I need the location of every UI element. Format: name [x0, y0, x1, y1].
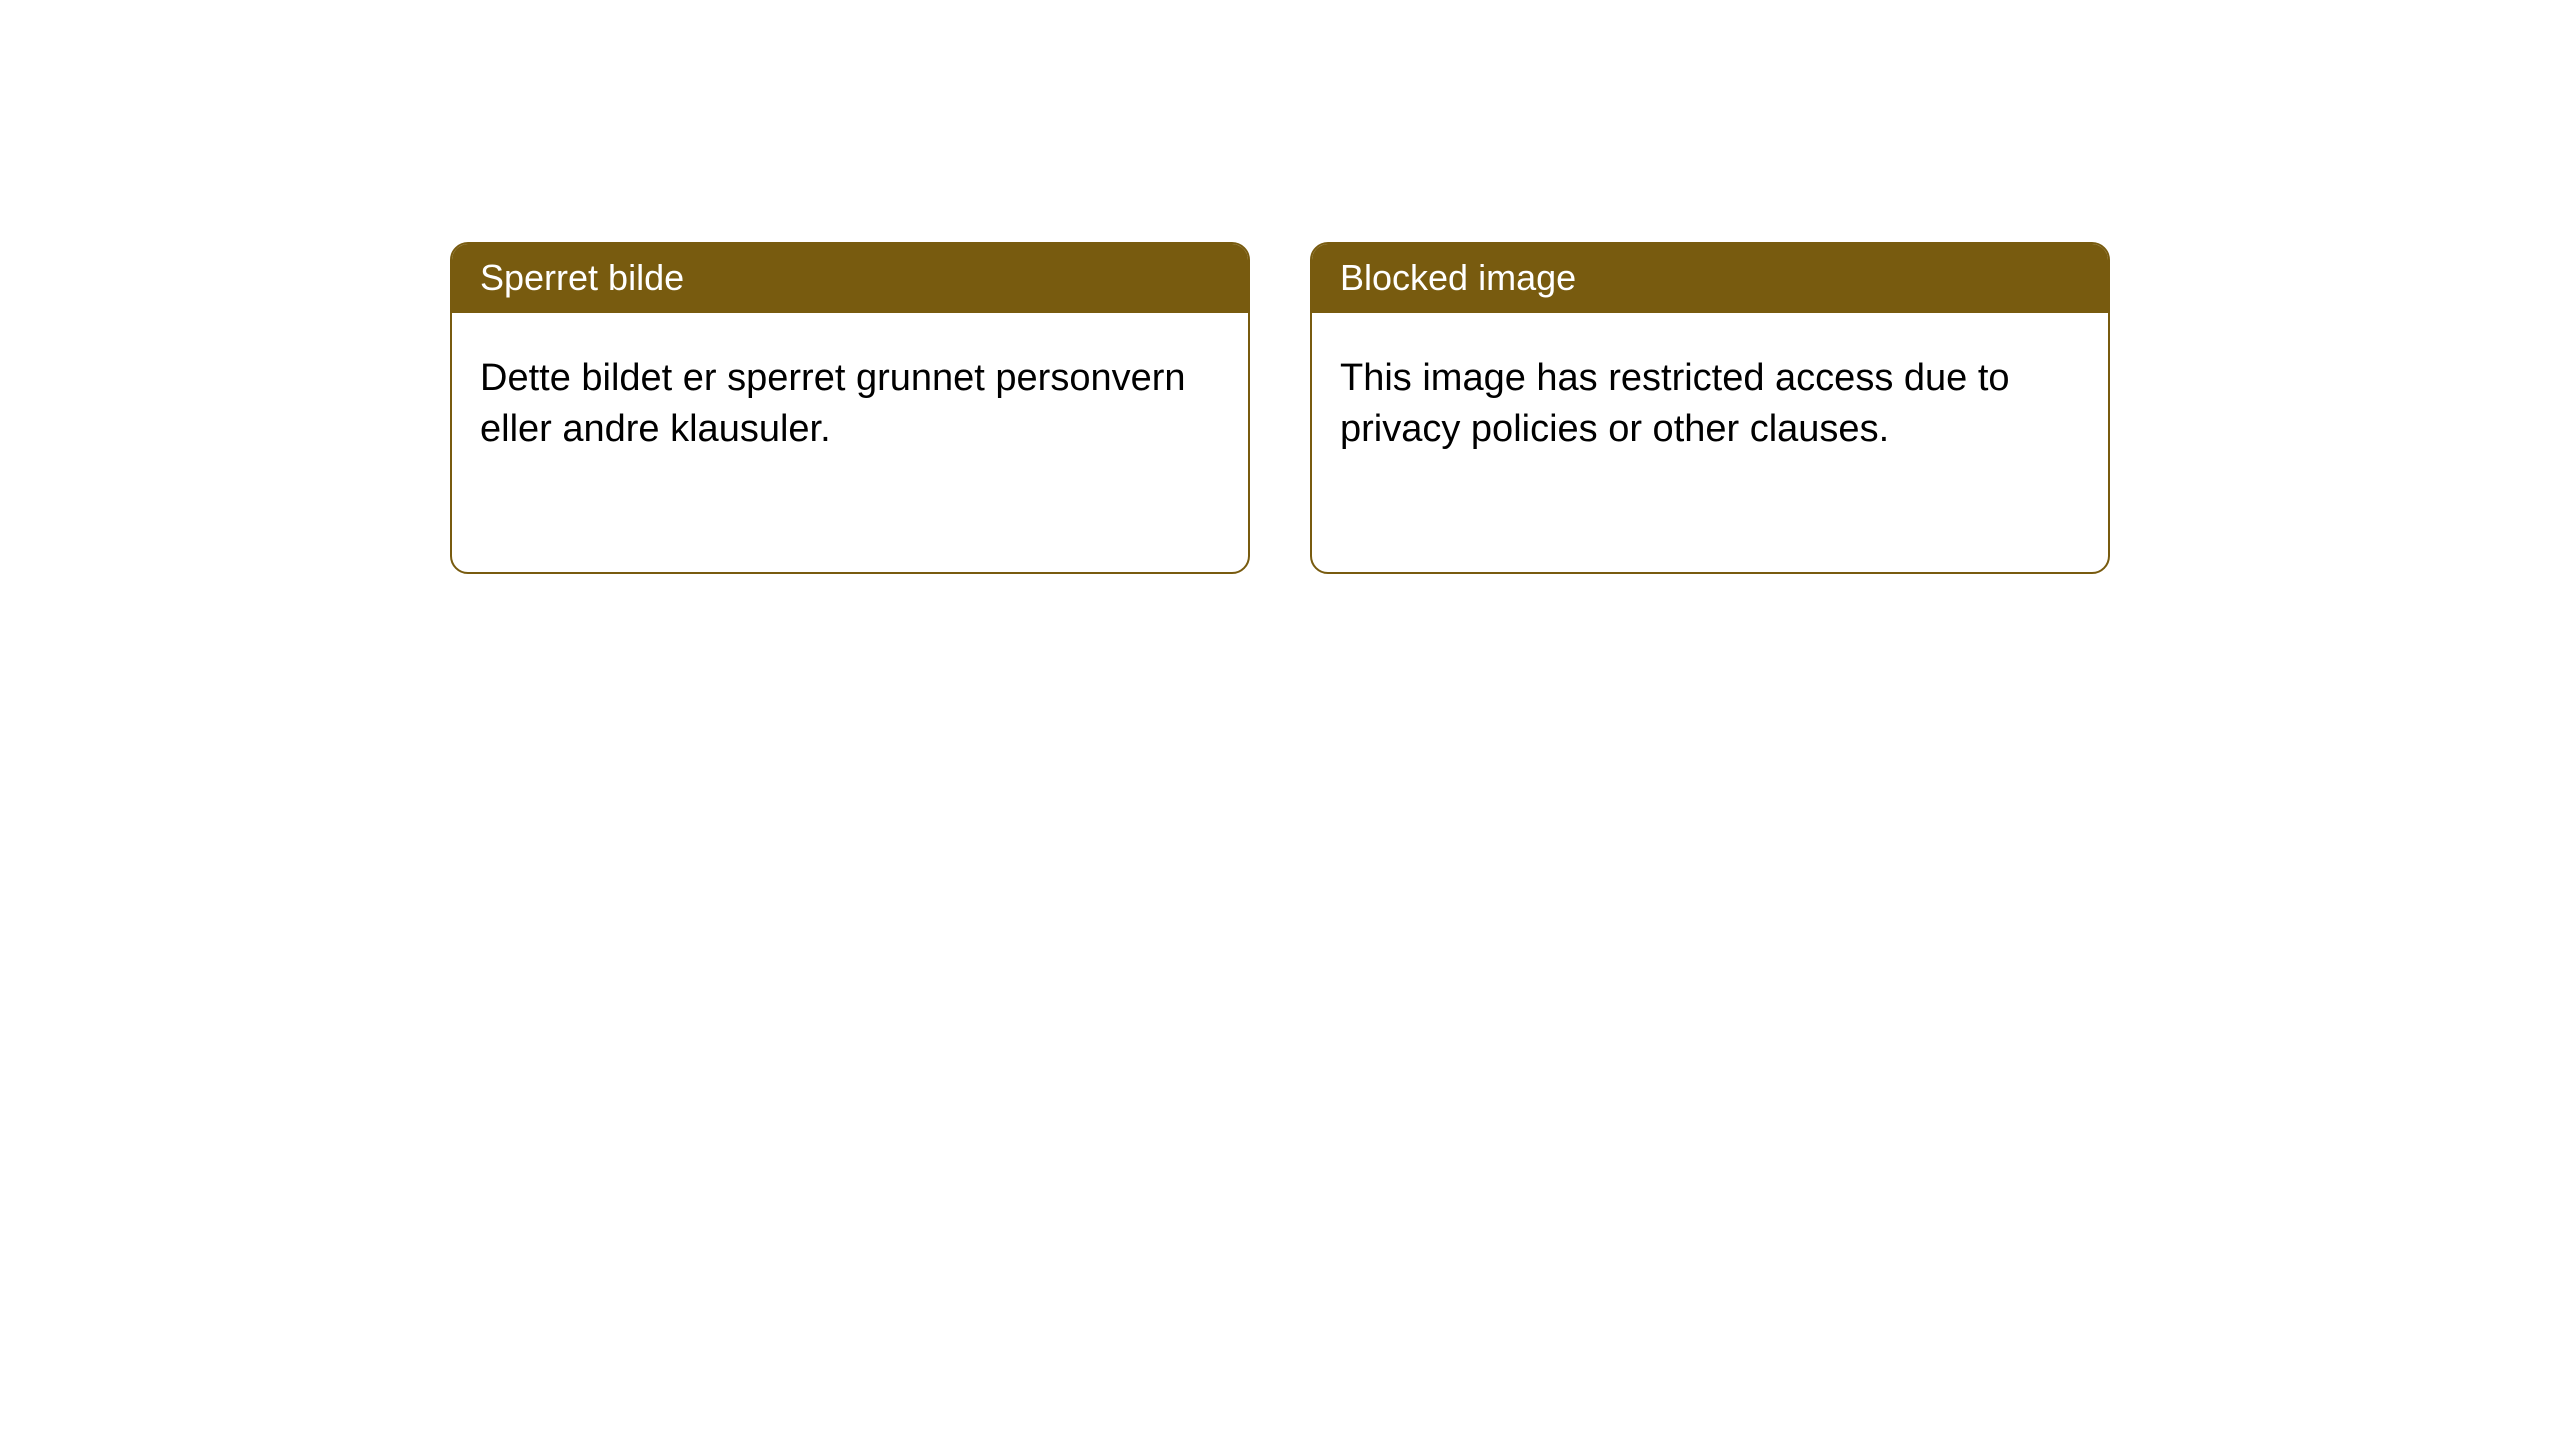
card-body-text: This image has restricted access due to … [1340, 357, 2010, 450]
card-body-text: Dette bildet er sperret grunnet personve… [480, 357, 1186, 450]
card-body: This image has restricted access due to … [1312, 313, 2108, 484]
card-header: Sperret bilde [452, 244, 1248, 313]
card-title: Blocked image [1340, 257, 1576, 298]
card-header: Blocked image [1312, 244, 2108, 313]
card-title: Sperret bilde [480, 257, 684, 298]
notice-container: Sperret bilde Dette bildet er sperret gr… [0, 0, 2560, 574]
notice-card-english: Blocked image This image has restricted … [1310, 242, 2110, 574]
notice-card-norwegian: Sperret bilde Dette bildet er sperret gr… [450, 242, 1250, 574]
card-body: Dette bildet er sperret grunnet personve… [452, 313, 1248, 484]
